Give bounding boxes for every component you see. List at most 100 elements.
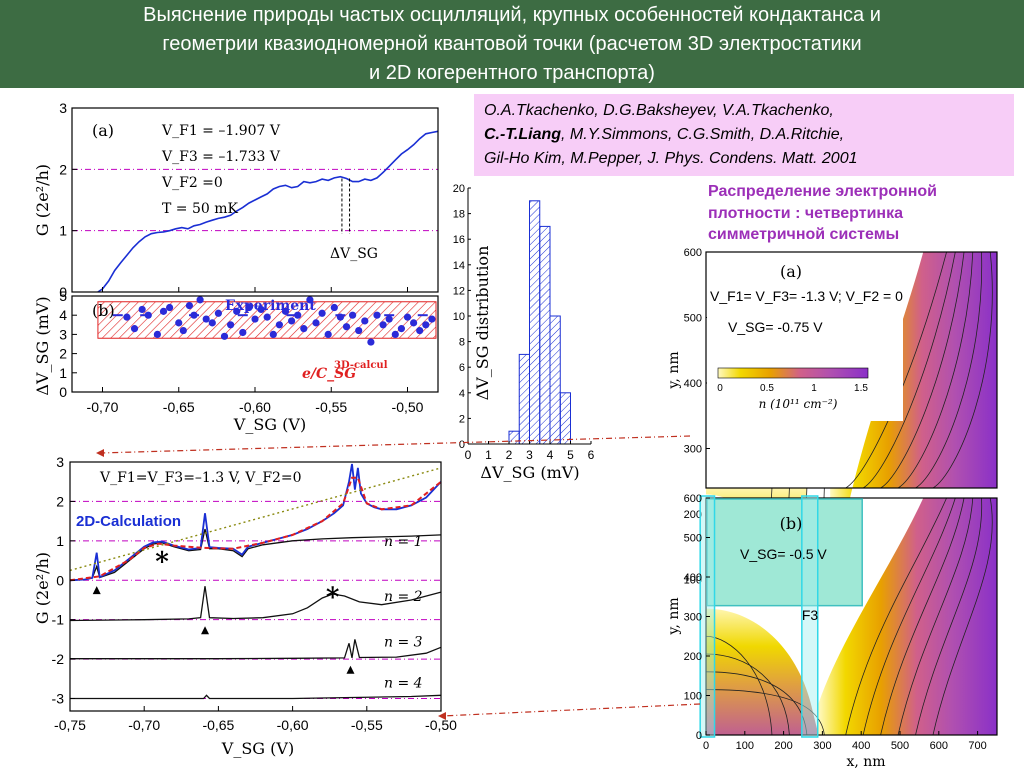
panel-b-point	[403, 313, 412, 321]
panel-b-ytick-label: 1	[59, 365, 67, 381]
map-a-contour	[932, 251, 993, 489]
map-a-colorbar	[717, 367, 869, 379]
calc-curve-red-dashed	[69, 476, 442, 582]
panel-b-point	[385, 315, 393, 323]
panel-a-ylabel: G (2e²/h)	[33, 164, 52, 236]
map-a-contour	[897, 251, 974, 489]
calc-xlabel: V_SG (V)	[221, 739, 294, 758]
panel-b-point	[294, 311, 302, 319]
authors-highlight: C.-T.Liang	[484, 126, 562, 143]
panel-b-point	[123, 313, 131, 321]
panel-b-point	[179, 326, 187, 335]
calc-label: 2D-Calculation	[76, 513, 181, 530]
calc-mode-label: n = 1	[384, 534, 423, 550]
map-b-contour	[915, 497, 983, 736]
histogram-bar	[518, 353, 530, 445]
panel-a-param: V_F1 = –1.907 V	[161, 123, 281, 139]
calc-ytick-label: 0	[56, 572, 64, 588]
panel-b-point	[361, 317, 369, 325]
map-b-ytick-label: 300	[684, 612, 702, 624]
hist-ytick-label: 16	[453, 234, 465, 246]
map-a-ylabel: y, nm	[666, 351, 682, 389]
panel-b-point	[367, 338, 375, 346]
calc-mode-label: n = 4	[384, 676, 423, 692]
map-b-contour	[932, 497, 993, 736]
panel-b-point	[312, 319, 320, 327]
map-b-ytick-label: 600	[684, 493, 702, 505]
map-b-xtick-label: 700	[968, 740, 986, 752]
panel-b-point	[373, 311, 381, 319]
panel-b-xtick-label: -0,70	[87, 399, 119, 415]
calc-frame	[69, 461, 442, 712]
panel-a-delta-label: ΔV_SG	[330, 246, 378, 262]
map-b-gate-region	[706, 498, 863, 607]
hist-xtick-label: 0	[465, 448, 472, 462]
panel-b-xtick-label: -0,50	[392, 399, 424, 415]
map-b-xtick-label: 100	[736, 740, 754, 752]
calc-xtick-label: -0,75	[54, 717, 86, 733]
histogram-bar	[508, 430, 520, 445]
panel-b-point	[130, 325, 139, 333]
map-a-ytick-label: 400	[684, 378, 702, 390]
panel-b-point	[269, 330, 277, 338]
panel-b-point	[257, 305, 265, 314]
panel-b-point	[153, 330, 161, 338]
histogram-bar	[539, 225, 551, 445]
map-b-xtick-label: 300	[813, 740, 831, 752]
panel-a-param: V_F3 = –1.733 V	[161, 149, 281, 165]
authors-line-2: C.-T.Liang, M.Y.Simmons, C.G.Smith, D.A.…	[484, 123, 1004, 147]
calc-resonance-marker	[92, 586, 101, 595]
panel-b-point	[355, 326, 363, 335]
panel-a-ytick-label: 0	[59, 284, 67, 300]
map-b-xtick-label: 500	[891, 740, 909, 752]
exp-xlabel: V_SG (V)	[233, 415, 306, 434]
calc-curve-black	[69, 586, 442, 622]
calc-star-marker: *	[326, 583, 340, 613]
panel-a-conductance-curve	[97, 130, 439, 293]
title-line-1: Выяснение природы частых осцилляций, кру…	[143, 4, 881, 26]
panel-b-point	[281, 307, 290, 315]
density-caption-line-2: плотности : четвертинка	[708, 204, 903, 222]
panel-b-ylabel: ΔV_SG (mV)	[33, 296, 52, 395]
panel-b-point	[397, 325, 405, 333]
hist-ytick-label: 6	[459, 362, 465, 374]
map-a-right-density	[830, 252, 997, 619]
panel-b-point	[185, 302, 194, 310]
calc-ylabel: G (2e²/h)	[33, 552, 52, 624]
map-b-label: (b)	[780, 514, 803, 533]
calc-xtick-label: -0,55	[351, 717, 383, 733]
map-b-ytick-label: 500	[684, 533, 702, 545]
panel-b-xtick-label: -0,55	[315, 399, 347, 415]
connector-line-bottom	[441, 703, 701, 717]
map-b-xtick-label: 0	[703, 740, 709, 752]
panel-b-point	[342, 323, 351, 331]
hist-ytick-label: 20	[453, 183, 465, 195]
panel-b-point	[233, 307, 241, 315]
calc-curve-olive-dotted	[69, 467, 442, 572]
calc-mode-label: n = 2	[384, 589, 423, 605]
panel-a-label: (a)	[92, 121, 114, 140]
panel-b-point	[159, 307, 168, 315]
hist-xtick-label: 4	[547, 448, 554, 462]
panel-b-point	[220, 332, 229, 340]
hist-xtick-label: 2	[506, 448, 513, 462]
panel-b-label: (b)	[92, 301, 115, 320]
panel-b-point	[144, 311, 152, 319]
title-line-3: и 2D когерентного транспорта)	[369, 62, 655, 84]
authors-line-1: O.A.Tkachenko, D.G.Baksheyev, V.A.Tkache…	[484, 102, 834, 119]
map-b-contour	[880, 497, 965, 736]
panel-b-legend: Experiment	[225, 298, 316, 314]
map-b-xtick-label: 200	[774, 740, 792, 752]
hist-xtick-label: 6	[588, 448, 595, 462]
panel-b-point	[138, 305, 146, 314]
authors-line-2-rest: , M.Y.Simmons, C.G.Smith, D.A.Ritchie,	[561, 126, 845, 143]
map-a-vsg: V_SG= -0.75 V	[728, 319, 823, 335]
hist-xtick-label: 5	[567, 448, 574, 462]
hist-ytick-label: 8	[459, 337, 465, 349]
calc-ytick-label: 1	[56, 533, 64, 549]
map-a-ytick-label: 600	[684, 247, 702, 259]
panel-b-point	[410, 319, 418, 327]
panel-b-point	[190, 311, 198, 319]
hist-ytick-label: 18	[453, 209, 465, 221]
